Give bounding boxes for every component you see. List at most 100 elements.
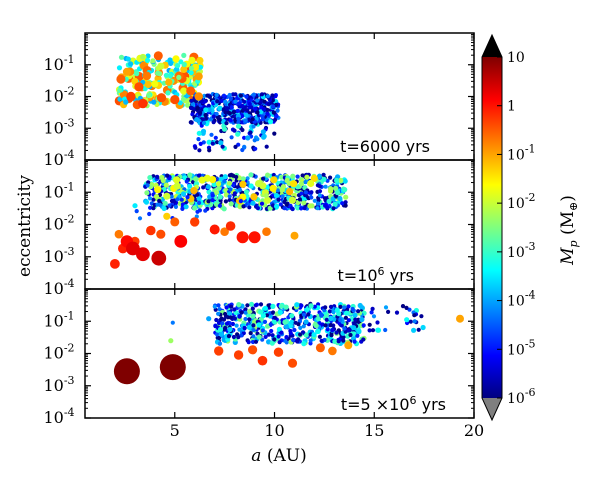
particle-point bbox=[375, 320, 380, 325]
panel-points-t5e6 bbox=[113, 301, 464, 385]
particle-point bbox=[295, 174, 300, 179]
particle-point bbox=[316, 198, 321, 203]
body-point bbox=[315, 343, 325, 353]
particle-point bbox=[250, 313, 256, 319]
particle-point bbox=[242, 144, 247, 149]
body-point bbox=[113, 358, 140, 385]
particle-point bbox=[117, 87, 123, 93]
particle-point bbox=[173, 204, 178, 209]
particle-point bbox=[265, 94, 270, 99]
particle-point bbox=[338, 177, 344, 183]
particle-point bbox=[299, 191, 304, 196]
particle-point bbox=[350, 306, 355, 312]
particle-point bbox=[245, 135, 251, 141]
particle-point bbox=[144, 57, 151, 64]
particle-point bbox=[266, 303, 271, 308]
particle-point bbox=[275, 108, 280, 113]
particle-point bbox=[172, 55, 180, 63]
particle-point bbox=[180, 65, 188, 73]
particle-point bbox=[248, 172, 254, 178]
particle-point bbox=[359, 316, 365, 323]
particle-point bbox=[172, 199, 177, 204]
particle-point bbox=[203, 208, 208, 213]
body-point bbox=[168, 338, 174, 344]
particle-point bbox=[346, 304, 351, 309]
particle-point bbox=[223, 199, 228, 204]
body-point bbox=[287, 358, 298, 368]
particle-point bbox=[185, 195, 190, 200]
body-point bbox=[290, 231, 299, 240]
particle-point bbox=[226, 180, 233, 186]
particle-point bbox=[240, 176, 246, 182]
particle-point bbox=[246, 324, 252, 330]
particle-point bbox=[193, 145, 198, 150]
particle-point bbox=[146, 92, 152, 98]
particle-point bbox=[197, 208, 202, 213]
particle-point bbox=[250, 306, 255, 311]
particle-point bbox=[226, 334, 232, 339]
body-point bbox=[125, 241, 140, 256]
particle-point bbox=[408, 319, 413, 324]
y-tick-label: 10-3 bbox=[43, 116, 74, 137]
particle-point bbox=[201, 120, 207, 126]
particle-point bbox=[292, 327, 297, 333]
particle-point bbox=[276, 334, 281, 339]
y-tick-label: 10-4 bbox=[43, 277, 74, 298]
particle-point bbox=[250, 200, 256, 206]
particle-point bbox=[151, 206, 156, 211]
particle-point bbox=[153, 51, 163, 61]
particle-point bbox=[330, 328, 335, 333]
particle-point bbox=[412, 313, 417, 318]
body-point bbox=[142, 71, 152, 81]
body-point bbox=[116, 74, 126, 84]
particle-point bbox=[258, 302, 264, 307]
y-tick-label: 10-1 bbox=[43, 180, 74, 201]
particle-point bbox=[234, 174, 239, 180]
particle-point bbox=[263, 196, 272, 204]
particle-point bbox=[331, 310, 336, 315]
particle-point bbox=[255, 180, 263, 188]
particle-point bbox=[195, 106, 200, 111]
particle-point bbox=[348, 332, 353, 338]
particle-point bbox=[217, 203, 222, 208]
particle-point bbox=[328, 186, 334, 192]
particle-point bbox=[313, 323, 319, 329]
particle-point bbox=[193, 176, 199, 182]
particle-point bbox=[308, 338, 313, 343]
particle-point bbox=[156, 93, 167, 103]
particle-point bbox=[162, 200, 168, 206]
particle-point bbox=[280, 194, 285, 199]
particle-point bbox=[247, 317, 252, 322]
particle-point bbox=[243, 112, 249, 118]
particle-point bbox=[342, 326, 347, 331]
particle-point bbox=[228, 187, 233, 192]
particle-point bbox=[321, 172, 326, 177]
particle-point bbox=[301, 312, 306, 317]
particle-point bbox=[213, 189, 220, 196]
particle-point bbox=[221, 206, 227, 212]
particle-point bbox=[228, 315, 233, 320]
particle-point bbox=[243, 307, 248, 312]
particle-point bbox=[217, 335, 222, 341]
particle-point bbox=[253, 106, 258, 111]
particle-point bbox=[307, 179, 315, 188]
particle-point bbox=[283, 323, 289, 330]
body-point bbox=[146, 225, 156, 236]
particle-point bbox=[253, 303, 258, 308]
particle-point bbox=[340, 201, 345, 206]
particle-point bbox=[277, 309, 283, 315]
colorbar-tick-label: 10-3 bbox=[507, 240, 536, 261]
particle-point bbox=[190, 106, 195, 111]
particle-point bbox=[203, 174, 211, 182]
particle-point bbox=[260, 313, 266, 319]
particle-point bbox=[214, 92, 219, 97]
particle-point bbox=[273, 117, 278, 122]
body-point bbox=[257, 355, 268, 366]
particle-point bbox=[255, 98, 260, 103]
particle-point bbox=[145, 53, 151, 59]
particle-point bbox=[279, 330, 284, 335]
particle-point bbox=[118, 54, 125, 60]
particle-point bbox=[173, 182, 181, 190]
particle-point bbox=[293, 320, 298, 325]
